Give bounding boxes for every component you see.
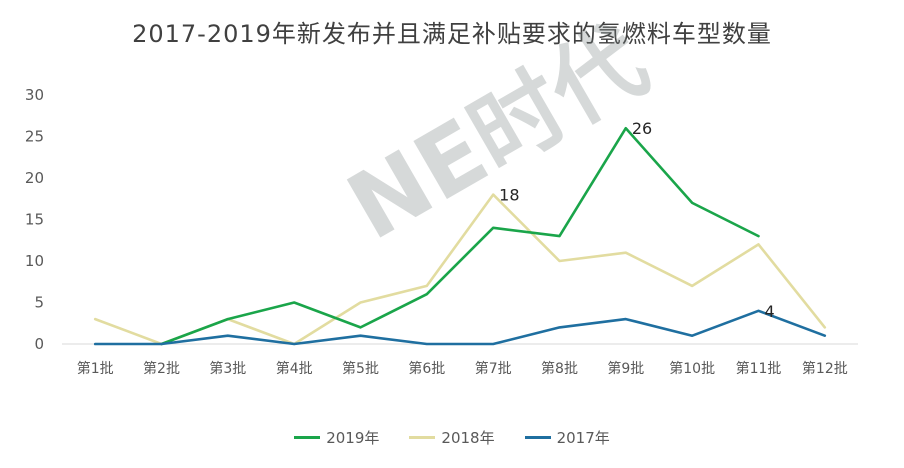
x-tick-label: 第7批	[475, 360, 512, 377]
x-tick-label: 第4批	[276, 360, 313, 377]
series-line-2019年	[160, 126, 760, 346]
x-tick-label: 第10批	[669, 360, 715, 377]
y-tick-label: 25	[25, 128, 44, 146]
x-tick-label: 第12批	[802, 360, 848, 377]
series-line-2018年	[93, 193, 827, 346]
y-tick-label: 5	[34, 294, 44, 312]
x-tick-label: 第2批	[143, 360, 180, 377]
x-tick-label: 第1批	[77, 360, 114, 377]
y-tick-label: 20	[25, 169, 44, 187]
legend-label: 2018年	[441, 429, 495, 447]
data-label: 4	[765, 302, 775, 321]
y-tick-label: 0	[34, 335, 44, 353]
x-tick-label: 第8批	[541, 360, 578, 377]
y-tick-label: 30	[25, 86, 44, 104]
y-tick-label: 10	[25, 252, 44, 270]
x-tick-label: 第3批	[209, 360, 246, 377]
data-label: 18	[499, 186, 519, 205]
legend-label: 2017年	[556, 429, 610, 447]
legend-item: 2017年	[524, 427, 610, 448]
x-tick-label: 第5批	[342, 360, 379, 377]
x-tick-label: 第6批	[408, 360, 445, 377]
x-tick-label: 第11批	[736, 360, 782, 377]
x-tick-label: 第9批	[607, 360, 644, 377]
y-tick-label: 15	[25, 211, 44, 229]
chart-title: 2017-2019年新发布并且满足补贴要求的氢燃料车型数量	[132, 20, 772, 48]
series-line-2017年	[93, 309, 827, 346]
legend-swatch	[409, 436, 436, 439]
legend-item: 2019年	[294, 427, 379, 448]
data-label: 26	[632, 119, 652, 138]
legend-swatch	[294, 436, 321, 439]
legend-swatch	[524, 436, 551, 439]
legend-label: 2019年	[326, 429, 380, 447]
legend-item: 2018年	[409, 427, 495, 448]
legend: 2019年 2018年 2017年	[0, 427, 904, 448]
